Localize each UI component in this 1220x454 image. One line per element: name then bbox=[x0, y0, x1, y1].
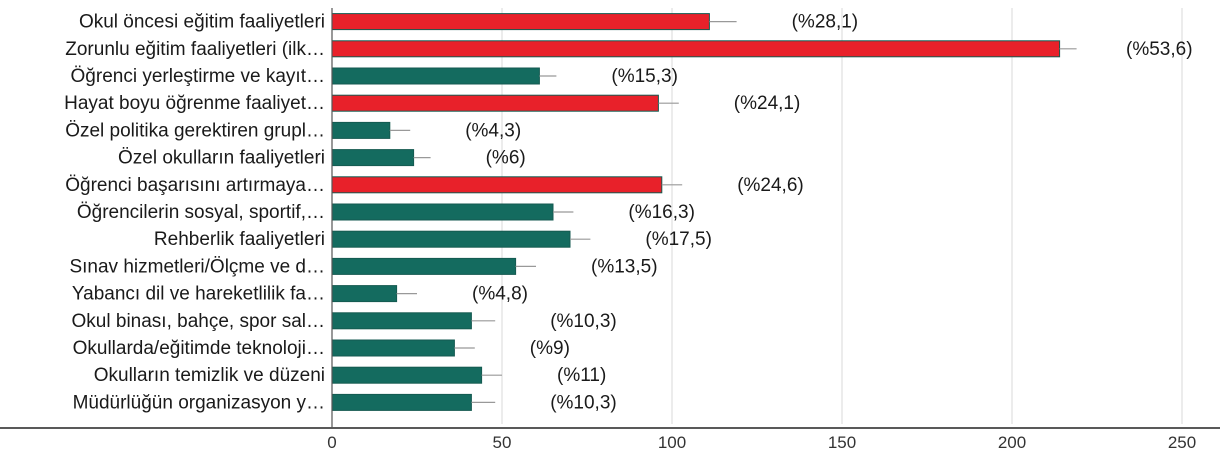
category-label: Hayat boyu öğrenme faaliyet… bbox=[64, 93, 325, 114]
bar bbox=[331, 40, 1061, 58]
value-label: (%9) bbox=[530, 338, 570, 359]
value-label: (%4,8) bbox=[472, 284, 528, 305]
x-tick-label: 50 bbox=[493, 433, 512, 452]
category-label: Özel okulların faaliyetleri bbox=[118, 148, 325, 169]
x-tick-label: 150 bbox=[828, 433, 856, 452]
bar bbox=[331, 149, 415, 167]
bar bbox=[331, 339, 455, 357]
category-label: Okullarda/eğitimde teknoloji… bbox=[73, 338, 325, 359]
category-label: Öğrencilerin sosyal, sportif,… bbox=[77, 202, 325, 223]
value-label: (%15,3) bbox=[611, 66, 678, 87]
category-label: Rehberlik faaliyetleri bbox=[154, 229, 325, 250]
x-tick-label: 100 bbox=[658, 433, 686, 452]
bar bbox=[331, 94, 659, 112]
bar bbox=[331, 285, 398, 303]
category-label: Öğrenci yerleştirme ve kayıt… bbox=[71, 66, 325, 87]
category-label: Sınav hizmetleri/Ölçme ve d… bbox=[69, 256, 325, 277]
category-label: Okul binası, bahçe, spor sal… bbox=[72, 311, 325, 332]
value-label: (%53,6) bbox=[1126, 39, 1193, 60]
grid-layer bbox=[501, 8, 1183, 424]
value-label: (%24,6) bbox=[737, 175, 804, 196]
value-label: (%11) bbox=[557, 365, 606, 386]
value-label: (%28,1) bbox=[792, 12, 859, 33]
bar bbox=[331, 230, 571, 248]
category-label: Özel politika gerektiren grupl… bbox=[65, 120, 325, 141]
x-tick-label: 0 bbox=[327, 433, 336, 452]
bar bbox=[331, 366, 483, 384]
value-label: (%10,3) bbox=[550, 392, 617, 413]
label-layer: Okul öncesi eğitim faaliyetleri (%28,1) Zo… bbox=[64, 12, 1192, 414]
x-tick-label: 250 bbox=[1168, 433, 1196, 452]
axis-layer: 0 50 100 150 200 250 bbox=[0, 8, 1220, 452]
bar bbox=[331, 67, 540, 85]
bar-layer bbox=[331, 13, 1077, 411]
value-label: (%6) bbox=[486, 148, 526, 169]
value-label: (%16,3) bbox=[628, 202, 695, 223]
value-label: (%17,5) bbox=[645, 229, 712, 250]
bar bbox=[331, 13, 710, 31]
category-label: Yabancı dil ve hareketlilik fa… bbox=[72, 284, 325, 305]
value-label: (%4,3) bbox=[465, 120, 521, 141]
category-label: Müdürlüğün organizasyon y… bbox=[73, 392, 325, 413]
bar bbox=[331, 257, 517, 275]
category-label: Öğrenci başarısını artırmaya… bbox=[65, 175, 325, 196]
bar bbox=[331, 203, 554, 221]
bar bbox=[331, 176, 663, 194]
category-label: Okul öncesi eğitim faaliyetleri bbox=[79, 12, 325, 33]
category-label: Okulların temizlik ve düzeni bbox=[94, 365, 325, 386]
bar bbox=[331, 312, 472, 330]
x-tick-label: 200 bbox=[998, 433, 1026, 452]
value-label: (%10,3) bbox=[550, 311, 617, 332]
category-label: Zorunlu eğitim faaliyetleri (ilk… bbox=[65, 39, 325, 60]
value-label: (%24,1) bbox=[734, 93, 801, 114]
value-label: (%13,5) bbox=[591, 256, 658, 277]
bar bbox=[331, 121, 391, 139]
bar bbox=[331, 393, 472, 411]
